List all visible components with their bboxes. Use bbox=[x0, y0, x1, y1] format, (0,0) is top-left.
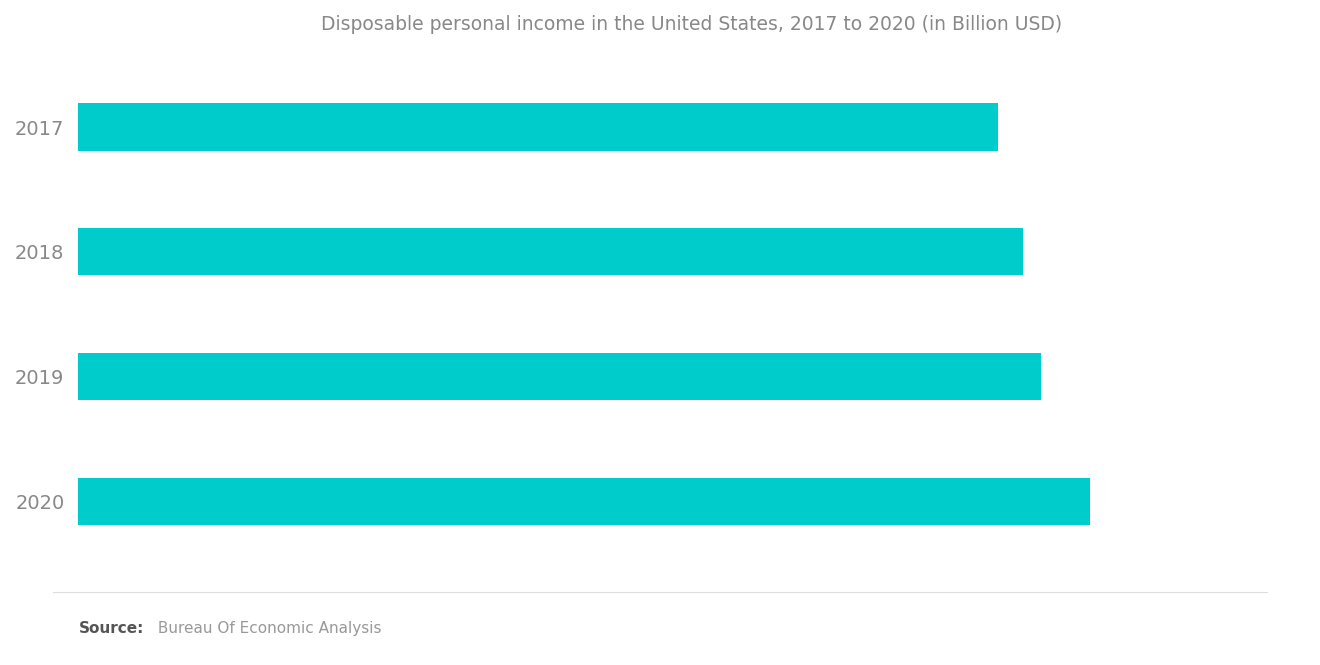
Bar bbox=[78, 103, 998, 151]
Bar bbox=[78, 477, 1090, 525]
Text: Source:: Source: bbox=[79, 621, 145, 636]
Text: Bureau Of Economic Analysis: Bureau Of Economic Analysis bbox=[153, 621, 381, 636]
Bar bbox=[78, 228, 1023, 275]
Bar bbox=[78, 353, 1041, 400]
Title: Disposable personal income in the United States, 2017 to 2020 (in Billion USD): Disposable personal income in the United… bbox=[321, 15, 1063, 34]
